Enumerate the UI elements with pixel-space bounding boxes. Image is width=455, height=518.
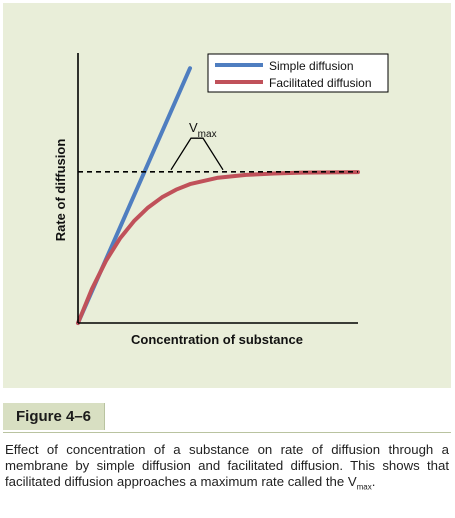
figure-panel: Vmax Concentration of substance Rate of …	[3, 3, 451, 388]
caption-sub: max	[356, 482, 372, 492]
caption-header: Figure 4–6	[3, 403, 451, 433]
vmax-label-sub: max	[198, 129, 217, 140]
figure-caption: Effect of concentration of a substance o…	[5, 442, 449, 495]
x-axis-label: Concentration of substance	[131, 332, 303, 347]
legend: Simple diffusion Facilitated diffusion	[207, 53, 389, 93]
diffusion-chart: Vmax Concentration of substance Rate of …	[53, 53, 389, 347]
legend-box	[207, 53, 389, 93]
facilitated-diffusion-curve	[76, 170, 360, 325]
legend-label-facilitated: Facilitated diffusion	[269, 76, 372, 90]
vmax-pointer-lines	[170, 137, 224, 171]
vmax-label-main: V	[189, 120, 198, 135]
caption-end: .	[371, 473, 376, 489]
vmax-label: Vmax	[189, 120, 217, 140]
legend-label-simple: Simple diffusion	[269, 59, 354, 73]
y-axis-label: Rate of diffusion	[53, 139, 68, 242]
series-layer	[76, 66, 360, 325]
caption-main: Effect of concentration of a substance o…	[5, 442, 449, 489]
caption-divider	[3, 432, 451, 433]
figure-label: Figure 4–6	[3, 403, 105, 430]
